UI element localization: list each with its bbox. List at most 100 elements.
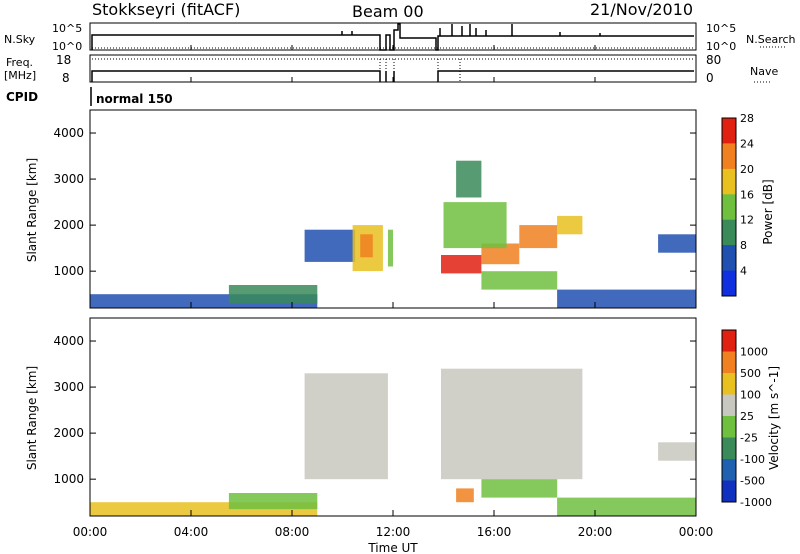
power-region-11 (456, 160, 482, 198)
freq-unit: [MHz] (4, 69, 36, 82)
power-colorbar-tick-4: 20 (740, 163, 754, 176)
cpid-label: CPID (6, 90, 38, 104)
velocity-ytick-label-3: 4000 (53, 334, 84, 348)
power-heatmap (90, 160, 696, 308)
power-colorbar-tick-6: 28 (740, 112, 754, 125)
xtick-label-6: 00:00 (679, 525, 714, 539)
nsky-label: N.Sky (4, 33, 36, 46)
velocity-region-2 (304, 373, 388, 480)
power-ytick-label-0: 1000 (53, 264, 84, 278)
velocity-ylabel: Slant Range [km] (25, 366, 39, 470)
power-region-4 (360, 234, 373, 258)
power-colorbar-swatch-5 (722, 245, 736, 271)
power-colorbar-tick-2: 12 (740, 214, 754, 227)
power-colorbar-swatch-6 (722, 270, 736, 297)
velocity-colorbar-swatch-5 (722, 437, 736, 460)
power-colorbar-swatch-1 (722, 143, 736, 170)
velocity-colorbar-swatch-3 (722, 394, 736, 417)
velocity-colorbar-swatch-0 (722, 330, 736, 352)
velocity-colorbar-swatch-6 (722, 459, 736, 481)
velocity-heatmap (90, 368, 696, 516)
velocity-colorbar-tick-0: 1000 (740, 346, 768, 359)
power-region-14 (658, 234, 696, 253)
time-axis: 00:00 04:00 08:00 12:00 16:00 20:00 00:00 (73, 45, 714, 539)
power-region-13 (557, 289, 696, 308)
nsky-tick-bottom: 10^0 (52, 40, 82, 53)
power-region-1 (228, 285, 318, 304)
velocity-colorbar-tick-5: -100 (740, 453, 765, 466)
velocity-region-3 (441, 368, 583, 480)
power-ytick-label-2: 3000 (53, 172, 84, 186)
freq-label: Freq. (6, 56, 33, 69)
velocity-colorbar-tick-1: 500 (740, 367, 761, 380)
velocity-colorbar-swatch-4 (722, 416, 736, 438)
power-ytick-label-1: 2000 (53, 218, 84, 232)
velocity-ytick-label-0: 1000 (53, 472, 84, 486)
power-colorbar-tick-5: 24 (740, 137, 754, 150)
power-colorbar-swatch-0 (722, 118, 736, 144)
xtick-label-1: 04:00 (174, 525, 209, 539)
nsky-panel: N.Sky 10^5 10^0 N.Search 10^5 10^0 (4, 22, 796, 53)
velocity-region-6 (557, 497, 696, 516)
xtick-label-4: 16:00 (477, 525, 512, 539)
power-region-7 (481, 243, 520, 265)
velocity-region-5 (456, 488, 474, 503)
power-region-10 (443, 202, 507, 249)
freq-tick-top: 18 (56, 53, 71, 67)
power-region-6 (441, 255, 482, 274)
velocity-colorbar-tick-3: 25 (740, 410, 754, 423)
power-yticks: 1000 2000 3000 4000 (53, 126, 696, 278)
station-title: Stokkseyri (fitACF) (92, 0, 240, 19)
nsky-tick-top: 10^5 (52, 22, 82, 35)
cpid-value: normal 150 (96, 92, 173, 106)
power-colorbar-tick-0: 4 (740, 265, 747, 278)
power-region-9 (557, 215, 583, 235)
power-panel: 1000 2000 3000 4000 Slant Range [km] 4 8 12 16… (25, 109, 775, 309)
power-colorbar-label: Power [dB] (761, 179, 775, 244)
velocity-colorbar-swatch-2 (722, 373, 736, 395)
xtick-label-5: 20:00 (578, 525, 613, 539)
velocity-region-7 (658, 442, 696, 461)
nsky-spikes (341, 24, 601, 36)
power-frame (89, 109, 697, 309)
velocity-panel: 1000 2000 3000 4000 Slant Range [km] 1000 50… (25, 317, 781, 517)
velocity-yticks: 1000 2000 3000 4000 (53, 334, 696, 486)
velocity-colorbar-tick-4: -25 (740, 432, 758, 445)
power-region-5 (388, 229, 393, 267)
velocity-colorbar-label: Velocity [m s^-1] (767, 366, 781, 470)
velocity-ytick-label-1: 2000 (53, 426, 84, 440)
power-region-8 (519, 225, 558, 249)
freq-panel: Freq. [MHz] 18 8 Nave 80 0 (4, 53, 778, 85)
nave-label: Nave (750, 65, 778, 78)
power-colorbar-swatch-4 (722, 219, 736, 246)
nsearch-tick-top: 10^5 (706, 22, 736, 35)
velocity-colorbar: 1000 500 100 25 -25 -100 -500 -1000 (721, 329, 772, 509)
power-colorbar-tick-3: 16 (740, 188, 754, 201)
nave-tick-bottom: 0 (706, 71, 714, 85)
date-title: 21/Nov/2010 (590, 0, 693, 19)
freq-trace (91, 70, 694, 82)
velocity-colorbar-swatch-1 (722, 351, 736, 374)
xtick-label-2: 08:00 (275, 525, 310, 539)
power-region-12 (481, 271, 558, 290)
power-ytick-label-3: 4000 (53, 126, 84, 140)
velocity-ytick-label-2: 3000 (53, 380, 84, 394)
power-colorbar-swatch-3 (722, 194, 736, 221)
power-colorbar-frame (721, 117, 737, 297)
velocity-region-1 (228, 493, 318, 510)
power-region-2 (304, 229, 356, 262)
velocity-frame (89, 317, 697, 517)
velocity-colorbar-tick-2: 100 (740, 389, 761, 402)
power-colorbar-tick-1: 8 (740, 239, 747, 252)
xtick-label-3: 12:00 (376, 525, 411, 539)
power-colorbar-swatch-2 (722, 168, 736, 195)
freq-tick-bottom: 8 (62, 71, 70, 85)
velocity-colorbar-tick-7: -1000 (740, 496, 772, 509)
velocity-colorbar-tick-6: -500 (740, 475, 765, 488)
power-colorbar: 4 8 12 16 20 24 28 (721, 112, 754, 297)
velocity-region-4 (481, 479, 558, 498)
xtick-label-0: 00:00 (73, 525, 108, 539)
beam-title: Beam 00 (352, 2, 424, 21)
nsearch-tick-bottom: 10^0 (706, 40, 736, 53)
